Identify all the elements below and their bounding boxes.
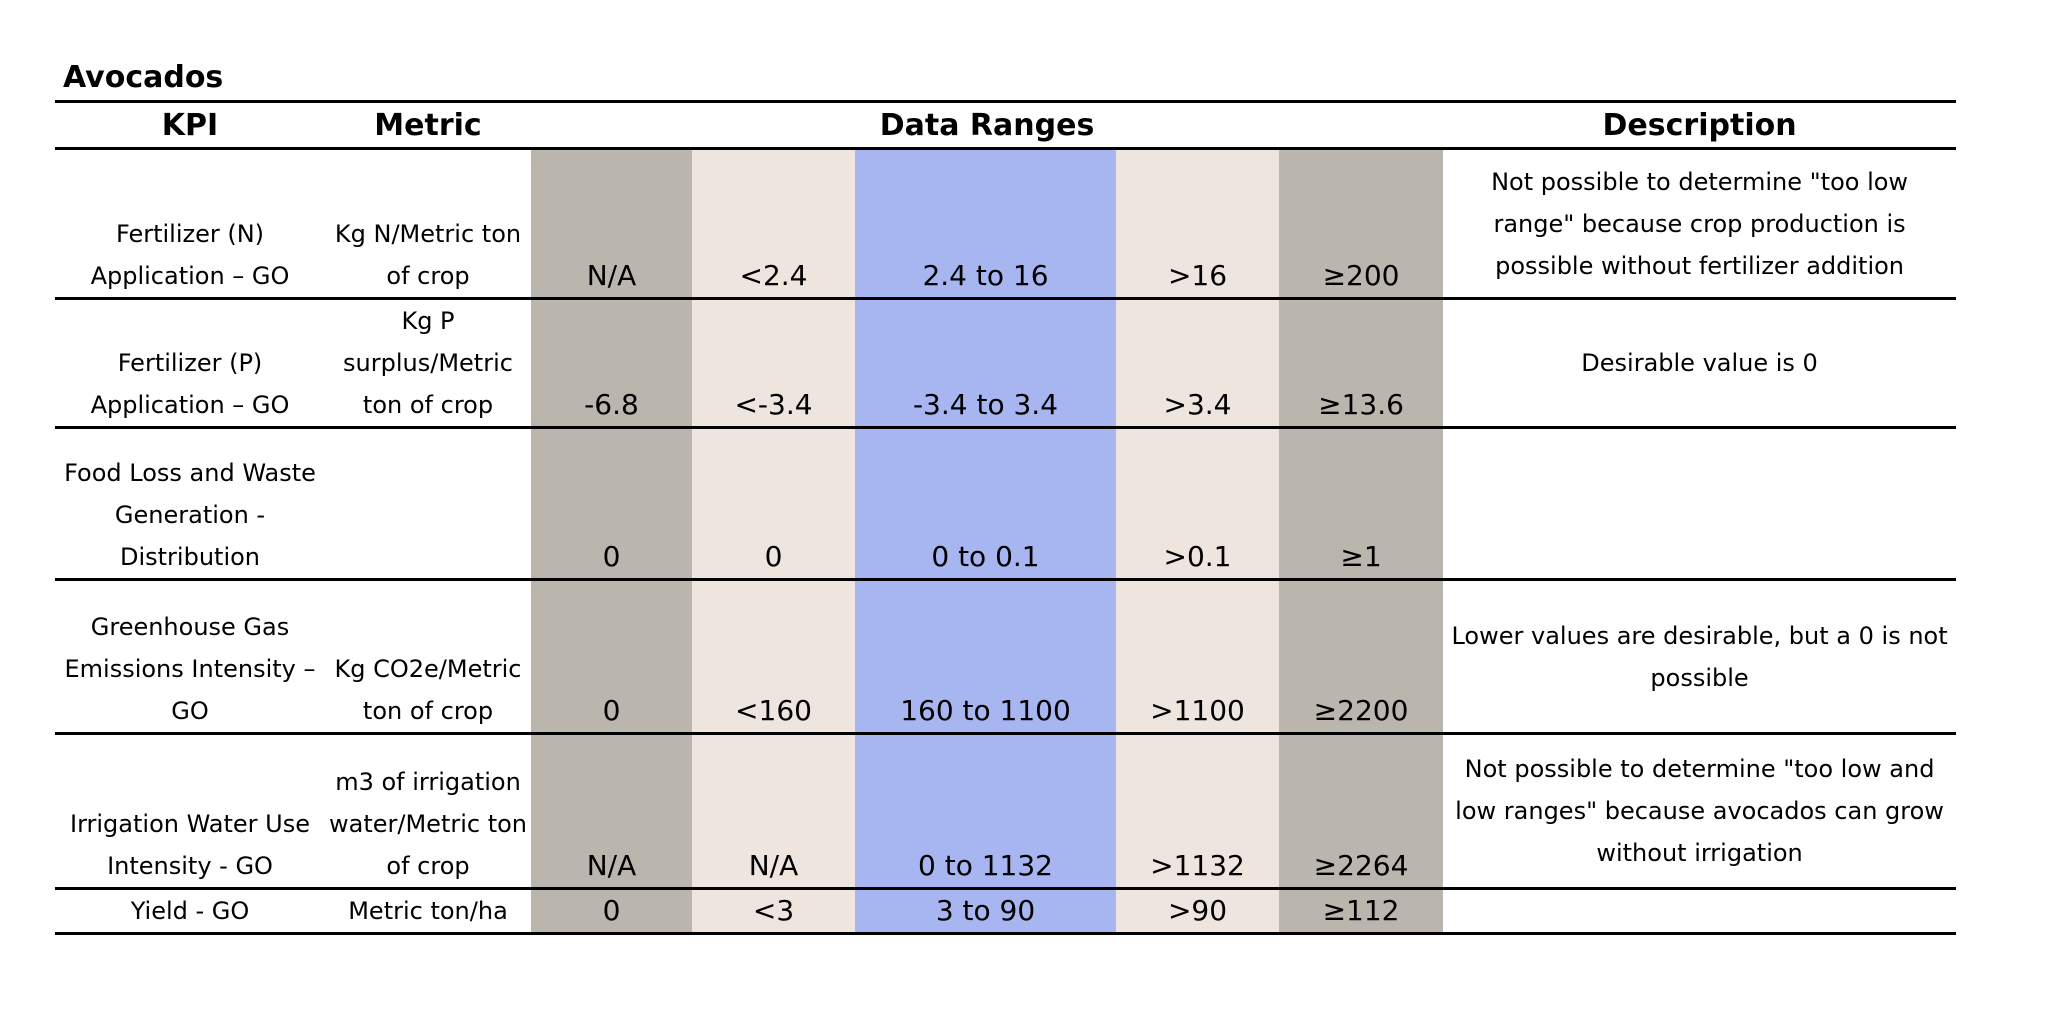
range-cell: N/A bbox=[692, 733, 855, 890]
range-cell: 0 bbox=[531, 888, 692, 935]
range-cell: ≥1 bbox=[1279, 427, 1444, 581]
range-cell: 2.4 to 16 bbox=[855, 148, 1116, 300]
range-cell: <-3.4 bbox=[692, 298, 855, 429]
range-cell: ≥2264 bbox=[1279, 733, 1444, 890]
range-cell: 0 to 0.1 bbox=[855, 427, 1116, 581]
range-cell: ≥13.6 bbox=[1279, 298, 1444, 429]
range-cell: >16 bbox=[1116, 148, 1279, 300]
description-cell: Desirable value is 0 bbox=[1443, 298, 1957, 429]
header-cell: Description bbox=[1443, 100, 1957, 150]
metric-cell: Kg N/Metric ton of crop bbox=[325, 148, 531, 300]
range-cell: ≥200 bbox=[1279, 148, 1444, 300]
range-cell: ≥2200 bbox=[1279, 579, 1444, 735]
range-cell: >1100 bbox=[1116, 579, 1279, 735]
header-cell: KPI bbox=[55, 100, 325, 150]
range-cell: <3 bbox=[692, 888, 855, 935]
kpi-cell: Irrigation Water Use Intensity - GO bbox=[55, 733, 325, 890]
metric-cell bbox=[325, 427, 531, 581]
range-cell: 0 to 1132 bbox=[855, 733, 1116, 890]
table-row: Fertilizer (P) Application – GO Kg P surp… bbox=[55, 298, 1957, 429]
kpi-table: KPI Metric Data Ranges Description Fertiliz… bbox=[55, 100, 1957, 935]
kpi-cell: Greenhouse Gas Emissions Intensity – GO bbox=[55, 579, 325, 735]
range-cell: 0 bbox=[531, 579, 692, 735]
kpi-cell: Fertilizer (N) Application – GO bbox=[55, 148, 325, 300]
metric-cell: Kg CO2e/Metric ton of crop bbox=[325, 579, 531, 735]
description-cell: Lower values are desirable, but a 0 is n… bbox=[1443, 579, 1957, 735]
range-cell: <2.4 bbox=[692, 148, 855, 300]
range-cell: -6.8 bbox=[531, 298, 692, 429]
range-cell: -3.4 to 3.4 bbox=[855, 298, 1116, 429]
range-cell: 0 bbox=[531, 427, 692, 581]
header-cell: Metric bbox=[325, 100, 531, 150]
metric-cell: Metric ton/ha bbox=[325, 888, 531, 935]
description-cell: Not possible to determine "too low range… bbox=[1443, 148, 1957, 300]
range-cell: >3.4 bbox=[1116, 298, 1279, 429]
table-row: Fertilizer (N) Application – GO Kg N/Metr… bbox=[55, 148, 1957, 300]
range-cell: >0.1 bbox=[1116, 427, 1279, 581]
description-cell bbox=[1443, 888, 1957, 935]
title: Avocados bbox=[63, 60, 224, 95]
metric-cell: Kg P surplus/Metric ton of crop bbox=[325, 298, 531, 429]
metric-cell: m3 of irrigation water/Metric ton of cro… bbox=[325, 733, 531, 890]
range-cell: 3 to 90 bbox=[855, 888, 1116, 935]
kpi-cell: Fertilizer (P) Application – GO bbox=[55, 298, 325, 429]
kpi-cell: Yield - GO bbox=[55, 888, 325, 935]
table-row: Food Loss and Waste Generation - Distrib… bbox=[55, 427, 1957, 581]
table-row: Greenhouse Gas Emissions Intensity – GO K… bbox=[55, 579, 1957, 735]
description-cell bbox=[1443, 427, 1957, 581]
kpi-cell: Food Loss and Waste Generation - Distrib… bbox=[55, 427, 325, 581]
table-body: Fertilizer (N) Application – GO Kg N/Metr… bbox=[55, 148, 1957, 935]
table-row: Irrigation Water Use Intensity - GO m3 of… bbox=[55, 733, 1957, 890]
range-cell: 0 bbox=[692, 427, 855, 581]
range-cell: <160 bbox=[692, 579, 855, 735]
range-cell: N/A bbox=[531, 733, 692, 890]
range-cell: N/A bbox=[531, 148, 692, 300]
range-cell: ≥112 bbox=[1279, 888, 1444, 935]
header-cell: Data Ranges bbox=[531, 100, 1444, 150]
header-row: KPI Metric Data Ranges Description bbox=[55, 100, 1957, 150]
description-cell: Not possible to determine "too low and l… bbox=[1443, 733, 1957, 890]
range-cell: >90 bbox=[1116, 888, 1279, 935]
table-row: Yield - GO Metric ton/ha 0 <3 3 to 90 >90 ≥112 bbox=[55, 888, 1957, 935]
range-cell: >1132 bbox=[1116, 733, 1279, 890]
range-cell: 160 to 1100 bbox=[855, 579, 1116, 735]
